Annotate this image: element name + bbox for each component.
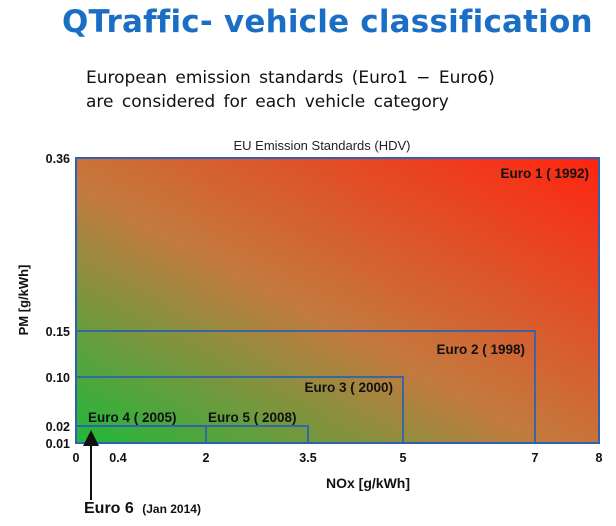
- region-label-euro-5: Euro 5 ( 2008): [208, 410, 297, 425]
- x-tick-8: 8: [596, 451, 603, 465]
- x-axis-ticks: 0 0.4 2 3.5 5 7 8: [73, 451, 603, 465]
- region-label-euro-2: Euro 2 ( 1998): [436, 342, 525, 357]
- x-tick-2: 2: [203, 451, 210, 465]
- emission-regions: [75, 157, 600, 444]
- region-labels: Euro 1 ( 1992) Euro 2 ( 1998) Euro 3 ( 200…: [88, 166, 589, 425]
- region-label-euro-3: Euro 3 ( 2000): [304, 380, 393, 395]
- y-axis-ticks: 0.36 0.15 0.10 0.02 0.01: [46, 152, 70, 451]
- y-tick-0-15: 0.15: [46, 325, 70, 339]
- x-axis-label: NOx [g/kWh]: [326, 475, 410, 491]
- x-tick-3-5: 3.5: [299, 451, 316, 465]
- y-tick-0-01: 0.01: [46, 437, 70, 451]
- x-tick-0-4: 0.4: [109, 451, 126, 465]
- y-tick-0-36: 0.36: [46, 152, 70, 166]
- y-tick-0-10: 0.10: [46, 371, 70, 385]
- y-axis-label: PM [g/kWh]: [16, 265, 31, 336]
- euro6-note: (Jan 2014): [142, 502, 201, 516]
- slide-title: QTraffic- vehicle classification: [62, 4, 593, 40]
- x-tick-0: 0: [73, 451, 80, 465]
- euro6-label: Euro 6: [84, 500, 134, 517]
- plot-area: [76, 158, 599, 443]
- subtitle-line-2: are considered for each vehicle category: [86, 92, 449, 112]
- chart-title: EU Emission Standards (HDV): [234, 138, 411, 153]
- x-tick-5: 5: [400, 451, 407, 465]
- subtitle-line-1: European emission standards (Euro1 − Eur…: [86, 68, 495, 88]
- subtitle: European emission standards (Euro1 − Eur…: [86, 66, 495, 114]
- region-euro-5: [75, 425, 207, 444]
- euro6-annotation: Euro 6 (Jan 2014): [84, 500, 201, 517]
- region-label-euro-1: Euro 1 ( 1992): [500, 166, 589, 181]
- y-tick-0-02: 0.02: [46, 420, 70, 434]
- region-label-euro-4: Euro 4 ( 2005): [88, 410, 177, 425]
- x-tick-7: 7: [532, 451, 539, 465]
